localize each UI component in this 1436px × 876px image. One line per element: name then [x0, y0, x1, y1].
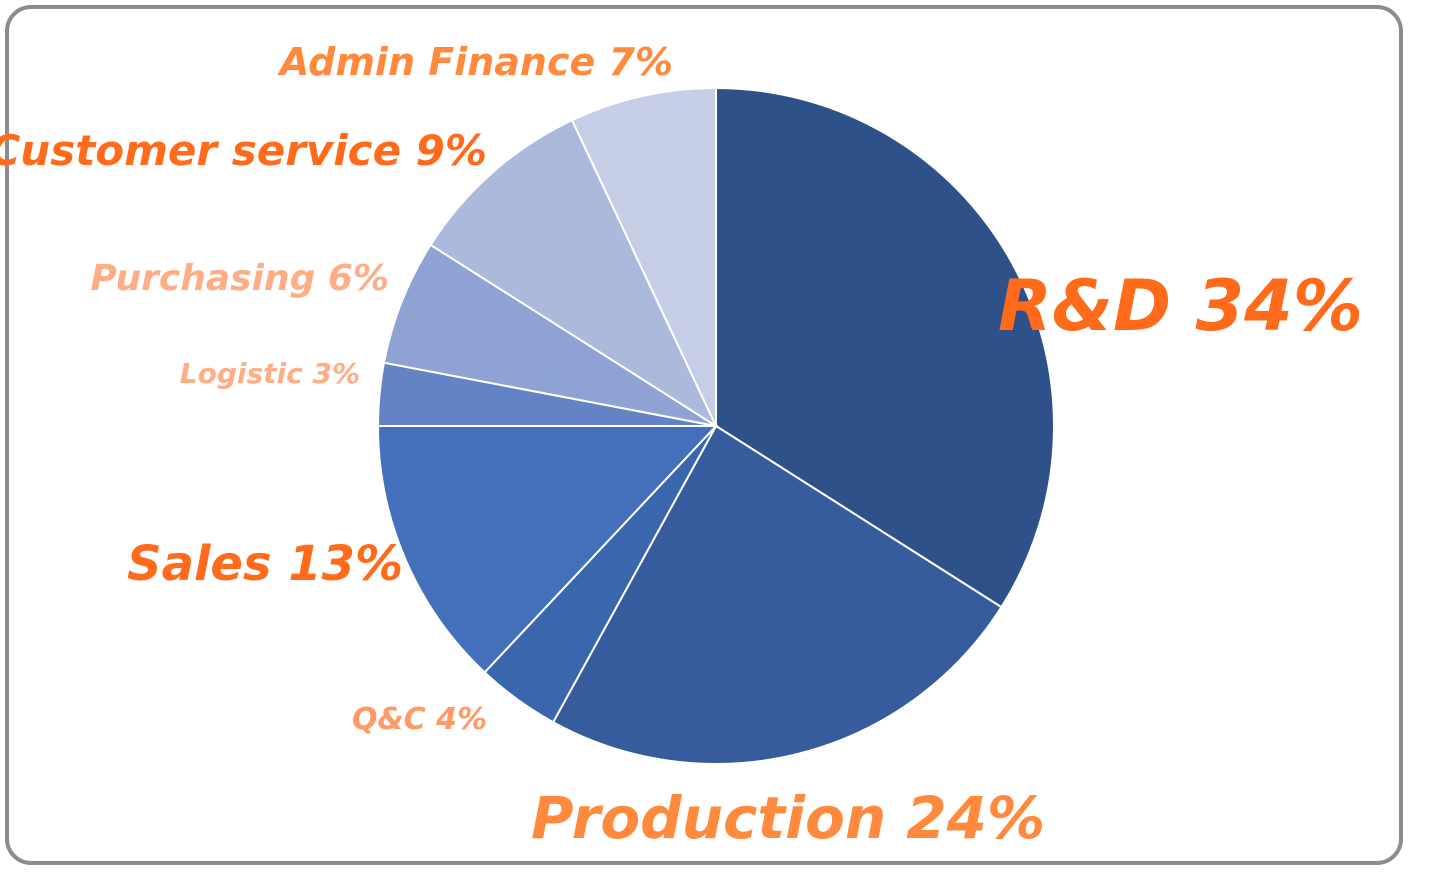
slice-label-sales: Sales 13%	[127, 536, 403, 592]
pie-slice-admin-finance	[570, 86, 717, 427]
slice-label-admin-finance: Admin Finance 7%	[277, 40, 673, 84]
pie-slices	[376, 86, 1055, 765]
slice-label-q-c: Q&C 4%	[352, 702, 487, 737]
slice-label-purchasing: Purchasing 6%	[90, 258, 389, 299]
pie-slice-sales	[376, 425, 719, 674]
pie-slice-customer-service	[429, 118, 719, 429]
slice-label-production: Production 24%	[531, 784, 1045, 852]
pie-labels: R&D 34% Production 24% Q&C 4% Sales 13% Logi…	[0, 40, 1363, 852]
pie-slice-r-d	[715, 86, 1055, 609]
slice-label-customer-service: Customer service 9%	[0, 126, 487, 175]
pie-slice-production	[551, 424, 1003, 765]
pie-slice-purchasing	[382, 243, 717, 427]
slice-label-r-d: R&D 34%	[998, 265, 1363, 347]
slice-label-logistic: Logistic 3%	[180, 357, 360, 390]
